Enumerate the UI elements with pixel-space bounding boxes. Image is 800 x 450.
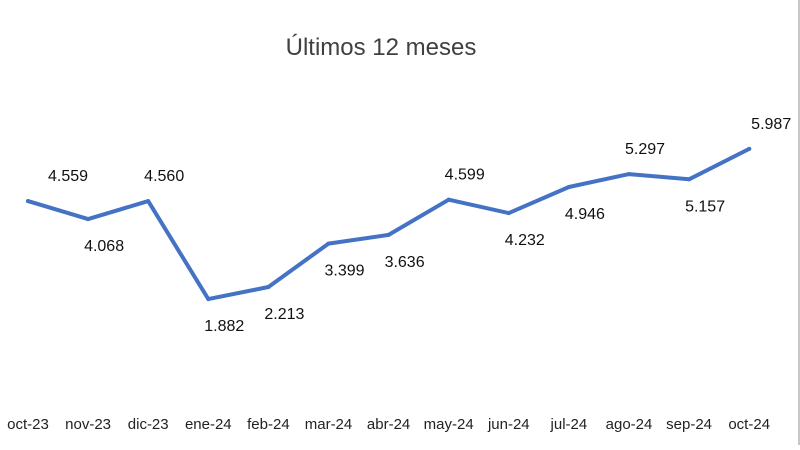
chart-border-edge (798, 0, 800, 445)
data-point (627, 172, 631, 177)
x-tick-label: may-24 (424, 416, 474, 433)
x-tick-label: jul-24 (550, 416, 588, 433)
data-label: 4.232 (505, 232, 545, 249)
data-point (687, 177, 692, 182)
x-tick-label: oct-24 (728, 416, 770, 433)
x-tick-label: nov-23 (65, 416, 111, 433)
data-point (446, 197, 451, 202)
chart-title: Últimos 12 meses (286, 34, 477, 61)
data-point (26, 199, 30, 204)
series-line-group (26, 146, 752, 302)
data-label: 4.946 (565, 206, 605, 223)
x-tick-label: feb-24 (247, 416, 290, 433)
data-label: 5.157 (685, 198, 725, 215)
data-label: 5.987 (751, 116, 791, 133)
data-point (86, 217, 91, 222)
data-label: 3.399 (324, 263, 364, 280)
x-tick-label: abr-24 (367, 416, 410, 433)
data-label: 1.882 (204, 318, 244, 335)
data-labels-group: 4.559 4.068 4.560 1.882 2.213 3.399 3.636 4.599… (48, 116, 791, 335)
data-point (146, 199, 151, 204)
data-label: 3.636 (385, 254, 425, 271)
data-point (266, 285, 271, 290)
x-tick-label: oct-23 (7, 416, 49, 433)
data-label: 4.559 (48, 168, 88, 185)
data-point (206, 297, 211, 302)
data-label: 2.213 (264, 306, 304, 323)
data-point (747, 146, 752, 151)
data-label: 4.068 (84, 238, 124, 255)
x-tick-label: mar-24 (305, 416, 353, 433)
x-tick-label: sep-24 (666, 416, 712, 433)
x-tick-label: jun-24 (487, 416, 530, 433)
data-point (506, 211, 511, 216)
data-points-group (26, 146, 752, 302)
x-tick-label: ene-24 (185, 416, 232, 433)
x-tick-label: ago-24 (606, 416, 653, 433)
series-line (26, 146, 752, 302)
data-label: 4.560 (144, 168, 184, 185)
data-label: 5.297 (625, 141, 665, 158)
x-axis-tick-labels: oct-23 nov-23 dic-23 ene-24 feb-24 mar-24 abr-… (7, 416, 770, 433)
data-point (326, 241, 331, 246)
x-tick-label: dic-23 (128, 416, 169, 433)
data-point (386, 232, 391, 237)
data-label: 4.599 (445, 167, 485, 184)
data-point (566, 184, 571, 189)
